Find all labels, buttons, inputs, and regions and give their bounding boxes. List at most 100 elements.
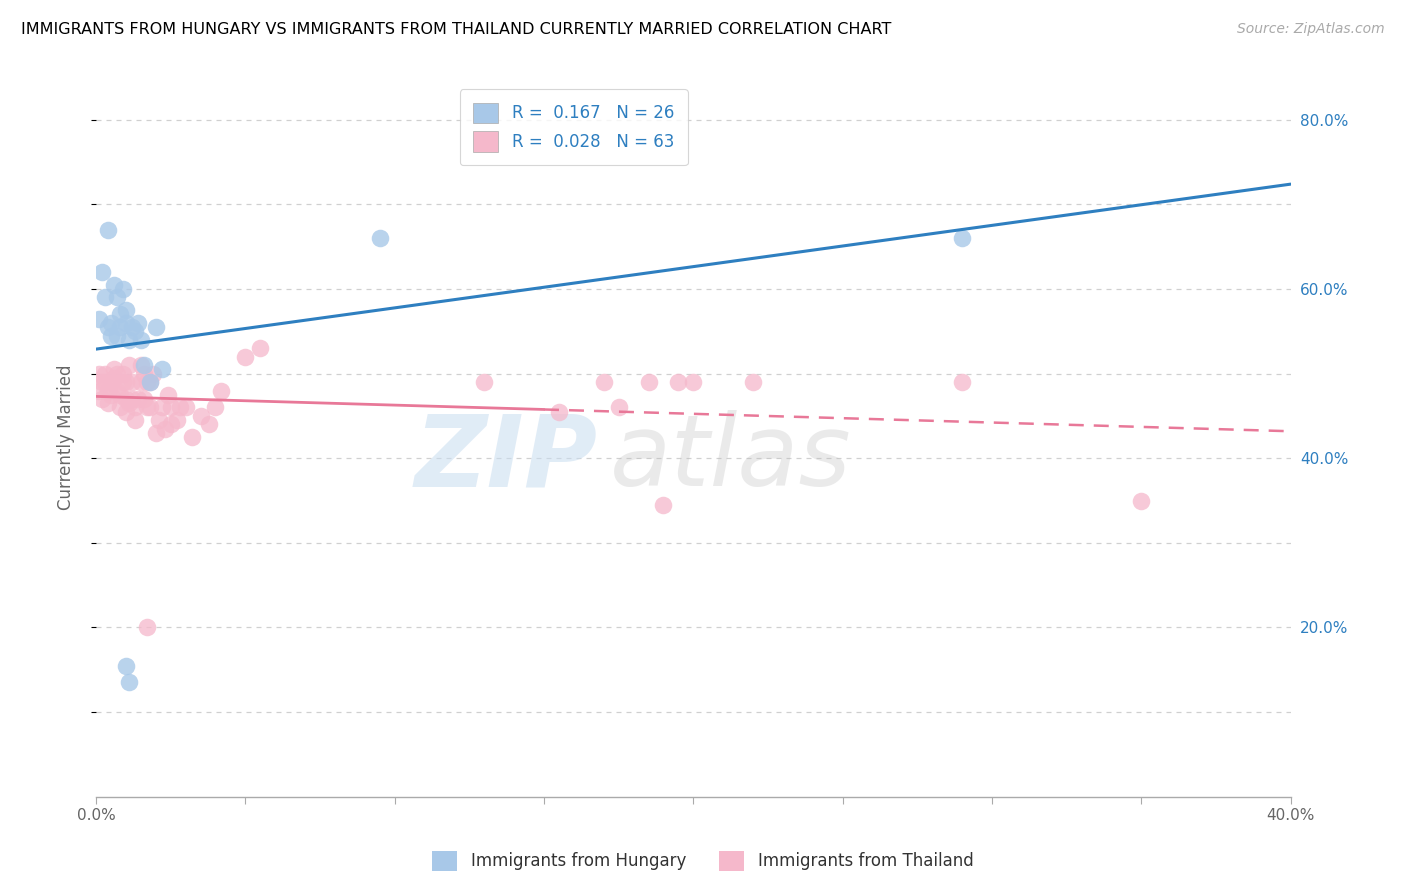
- Point: [135, 401, 157, 415]
- Point: [97, 396, 120, 410]
- Point: [100, 328, 122, 343]
- Point: [742, 375, 765, 389]
- Point: [153, 421, 176, 435]
- Point: [127, 316, 149, 330]
- Point: [94, 290, 117, 304]
- Point: [592, 375, 614, 389]
- Point: [950, 231, 973, 245]
- Point: [127, 392, 149, 406]
- Text: Source: ZipAtlas.com: Source: ZipAtlas.com: [1237, 22, 1385, 37]
- Point: [233, 350, 256, 364]
- Point: [145, 320, 167, 334]
- Point: [150, 362, 173, 376]
- Point: [950, 375, 973, 389]
- Point: [204, 401, 226, 415]
- Point: [666, 375, 689, 389]
- Point: [156, 388, 179, 402]
- Point: [103, 277, 125, 292]
- Point: [91, 392, 114, 406]
- Point: [132, 392, 155, 406]
- Point: [108, 307, 131, 321]
- Point: [111, 375, 134, 389]
- Point: [115, 316, 138, 330]
- Point: [472, 375, 495, 389]
- Point: [97, 223, 120, 237]
- Legend: R =  0.167   N = 26, R =  0.028   N = 63: R = 0.167 N = 26, R = 0.028 N = 63: [460, 89, 688, 165]
- Point: [139, 375, 162, 389]
- Point: [198, 417, 221, 432]
- Point: [115, 392, 138, 406]
- Point: [97, 384, 120, 398]
- Point: [150, 401, 173, 415]
- Text: ZIP: ZIP: [415, 410, 598, 508]
- Y-axis label: Currently Married: Currently Married: [58, 364, 75, 510]
- Point: [159, 417, 181, 432]
- Point: [124, 401, 146, 415]
- Point: [209, 384, 232, 398]
- Point: [87, 311, 110, 326]
- Text: IMMIGRANTS FROM HUNGARY VS IMMIGRANTS FROM THAILAND CURRENTLY MARRIED CORRELATIO: IMMIGRANTS FROM HUNGARY VS IMMIGRANTS FR…: [21, 22, 891, 37]
- Point: [129, 358, 152, 372]
- Point: [121, 392, 143, 406]
- Point: [91, 265, 114, 279]
- Point: [145, 425, 167, 440]
- Point: [118, 396, 141, 410]
- Point: [103, 362, 125, 376]
- Point: [139, 375, 162, 389]
- Point: [94, 367, 117, 381]
- Point: [368, 231, 391, 245]
- Point: [129, 375, 152, 389]
- Point: [115, 658, 138, 673]
- Point: [1130, 493, 1153, 508]
- Point: [105, 367, 128, 381]
- Point: [105, 328, 128, 343]
- Point: [135, 375, 157, 389]
- Point: [115, 375, 138, 389]
- Point: [105, 290, 128, 304]
- Point: [129, 333, 152, 347]
- Point: [108, 401, 131, 415]
- Point: [87, 367, 110, 381]
- Legend: Immigrants from Hungary, Immigrants from Thailand: Immigrants from Hungary, Immigrants from…: [425, 842, 981, 880]
- Point: [121, 320, 143, 334]
- Point: [108, 388, 131, 402]
- Point: [111, 367, 134, 381]
- Point: [132, 358, 155, 372]
- Point: [142, 367, 165, 381]
- Point: [548, 405, 571, 419]
- Point: [87, 384, 110, 398]
- Point: [100, 375, 122, 389]
- Point: [100, 316, 122, 330]
- Point: [159, 401, 181, 415]
- Point: [135, 620, 157, 634]
- Point: [111, 282, 134, 296]
- Point: [148, 413, 170, 427]
- Point: [637, 375, 659, 389]
- Point: [118, 333, 141, 347]
- Point: [132, 367, 155, 381]
- Point: [94, 375, 117, 389]
- Text: atlas: atlas: [610, 410, 851, 508]
- Point: [115, 405, 138, 419]
- Point: [118, 358, 141, 372]
- Point: [174, 401, 197, 415]
- Point: [682, 375, 704, 389]
- Point: [166, 413, 188, 427]
- Point: [97, 320, 120, 334]
- Point: [100, 388, 122, 402]
- Point: [121, 375, 143, 389]
- Point: [108, 320, 131, 334]
- Point: [124, 324, 146, 338]
- Point: [118, 675, 141, 690]
- Point: [91, 375, 114, 389]
- Point: [105, 384, 128, 398]
- Point: [115, 303, 138, 318]
- Point: [652, 498, 675, 512]
- Point: [249, 341, 271, 355]
- Point: [190, 409, 212, 423]
- Point: [169, 401, 191, 415]
- Point: [139, 401, 162, 415]
- Point: [180, 430, 202, 444]
- Point: [103, 371, 125, 385]
- Point: [607, 401, 630, 415]
